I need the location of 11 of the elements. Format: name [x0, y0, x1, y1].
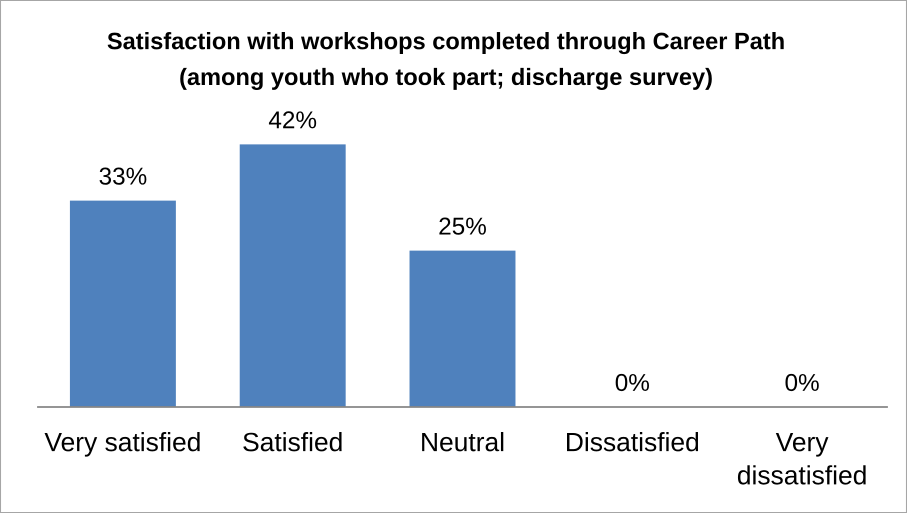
x-tick-label: Very satisfied [44, 432, 200, 457]
data-label: 33% [100, 168, 146, 185]
data-label: 25% [439, 218, 486, 235]
x-tick-label: Satisfied [243, 432, 342, 452]
x-tick-label: Dissatisfied [567, 432, 698, 452]
chart-title: Satisfaction with workshops completed through Career Path (among youth who took part; discharge survey) [108, 32, 784, 90]
data-label: 0% [616, 374, 649, 392]
x-tick-label: Very dissatisfied [738, 432, 866, 485]
data-label: 0% [785, 374, 819, 392]
data-label: 42% [268, 111, 316, 128]
x-tick-label: Neutral [422, 432, 504, 452]
